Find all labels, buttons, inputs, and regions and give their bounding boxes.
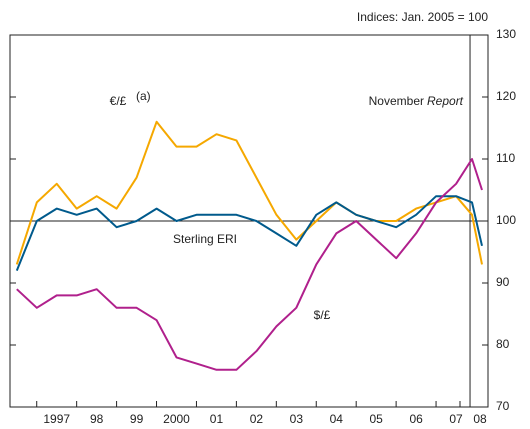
series-label: $/£ xyxy=(314,308,331,322)
x-tick-label: 1997 xyxy=(43,412,70,426)
y-tick-label: 80 xyxy=(496,337,510,351)
series-label: Sterling ERI xyxy=(173,232,237,246)
x-tick-label: 07 xyxy=(449,412,463,426)
y-tick-label: 70 xyxy=(496,399,510,413)
x-tick-label: 2000 xyxy=(163,412,190,426)
y-tick-label: 130 xyxy=(496,27,516,41)
series-line xyxy=(15,195,483,271)
x-tick-label: 06 xyxy=(409,412,423,426)
x-tick-label: 02 xyxy=(250,412,264,426)
y-tick-label: 120 xyxy=(496,89,516,103)
footnote-marker: (a) xyxy=(136,89,151,103)
x-tick-label: 04 xyxy=(330,412,344,426)
y-tick-label: 110 xyxy=(496,151,515,165)
series-label: €/£ xyxy=(110,94,127,108)
annotation: Report xyxy=(427,94,464,108)
series-line xyxy=(15,120,483,265)
x-tick-label: 03 xyxy=(290,412,304,426)
x-tick-label: 08 xyxy=(473,412,487,426)
subtitle: Indices: Jan. 2005 = 100 xyxy=(357,10,488,24)
x-tick-label: 99 xyxy=(130,412,144,426)
y-tick-label: 100 xyxy=(496,213,516,227)
y-tick-label: 90 xyxy=(496,275,510,289)
x-tick-label: 05 xyxy=(370,412,384,426)
annotation: November xyxy=(369,94,424,108)
series-line xyxy=(16,158,483,371)
x-tick-label: 01 xyxy=(210,412,224,426)
x-tick-label: 98 xyxy=(90,412,104,426)
